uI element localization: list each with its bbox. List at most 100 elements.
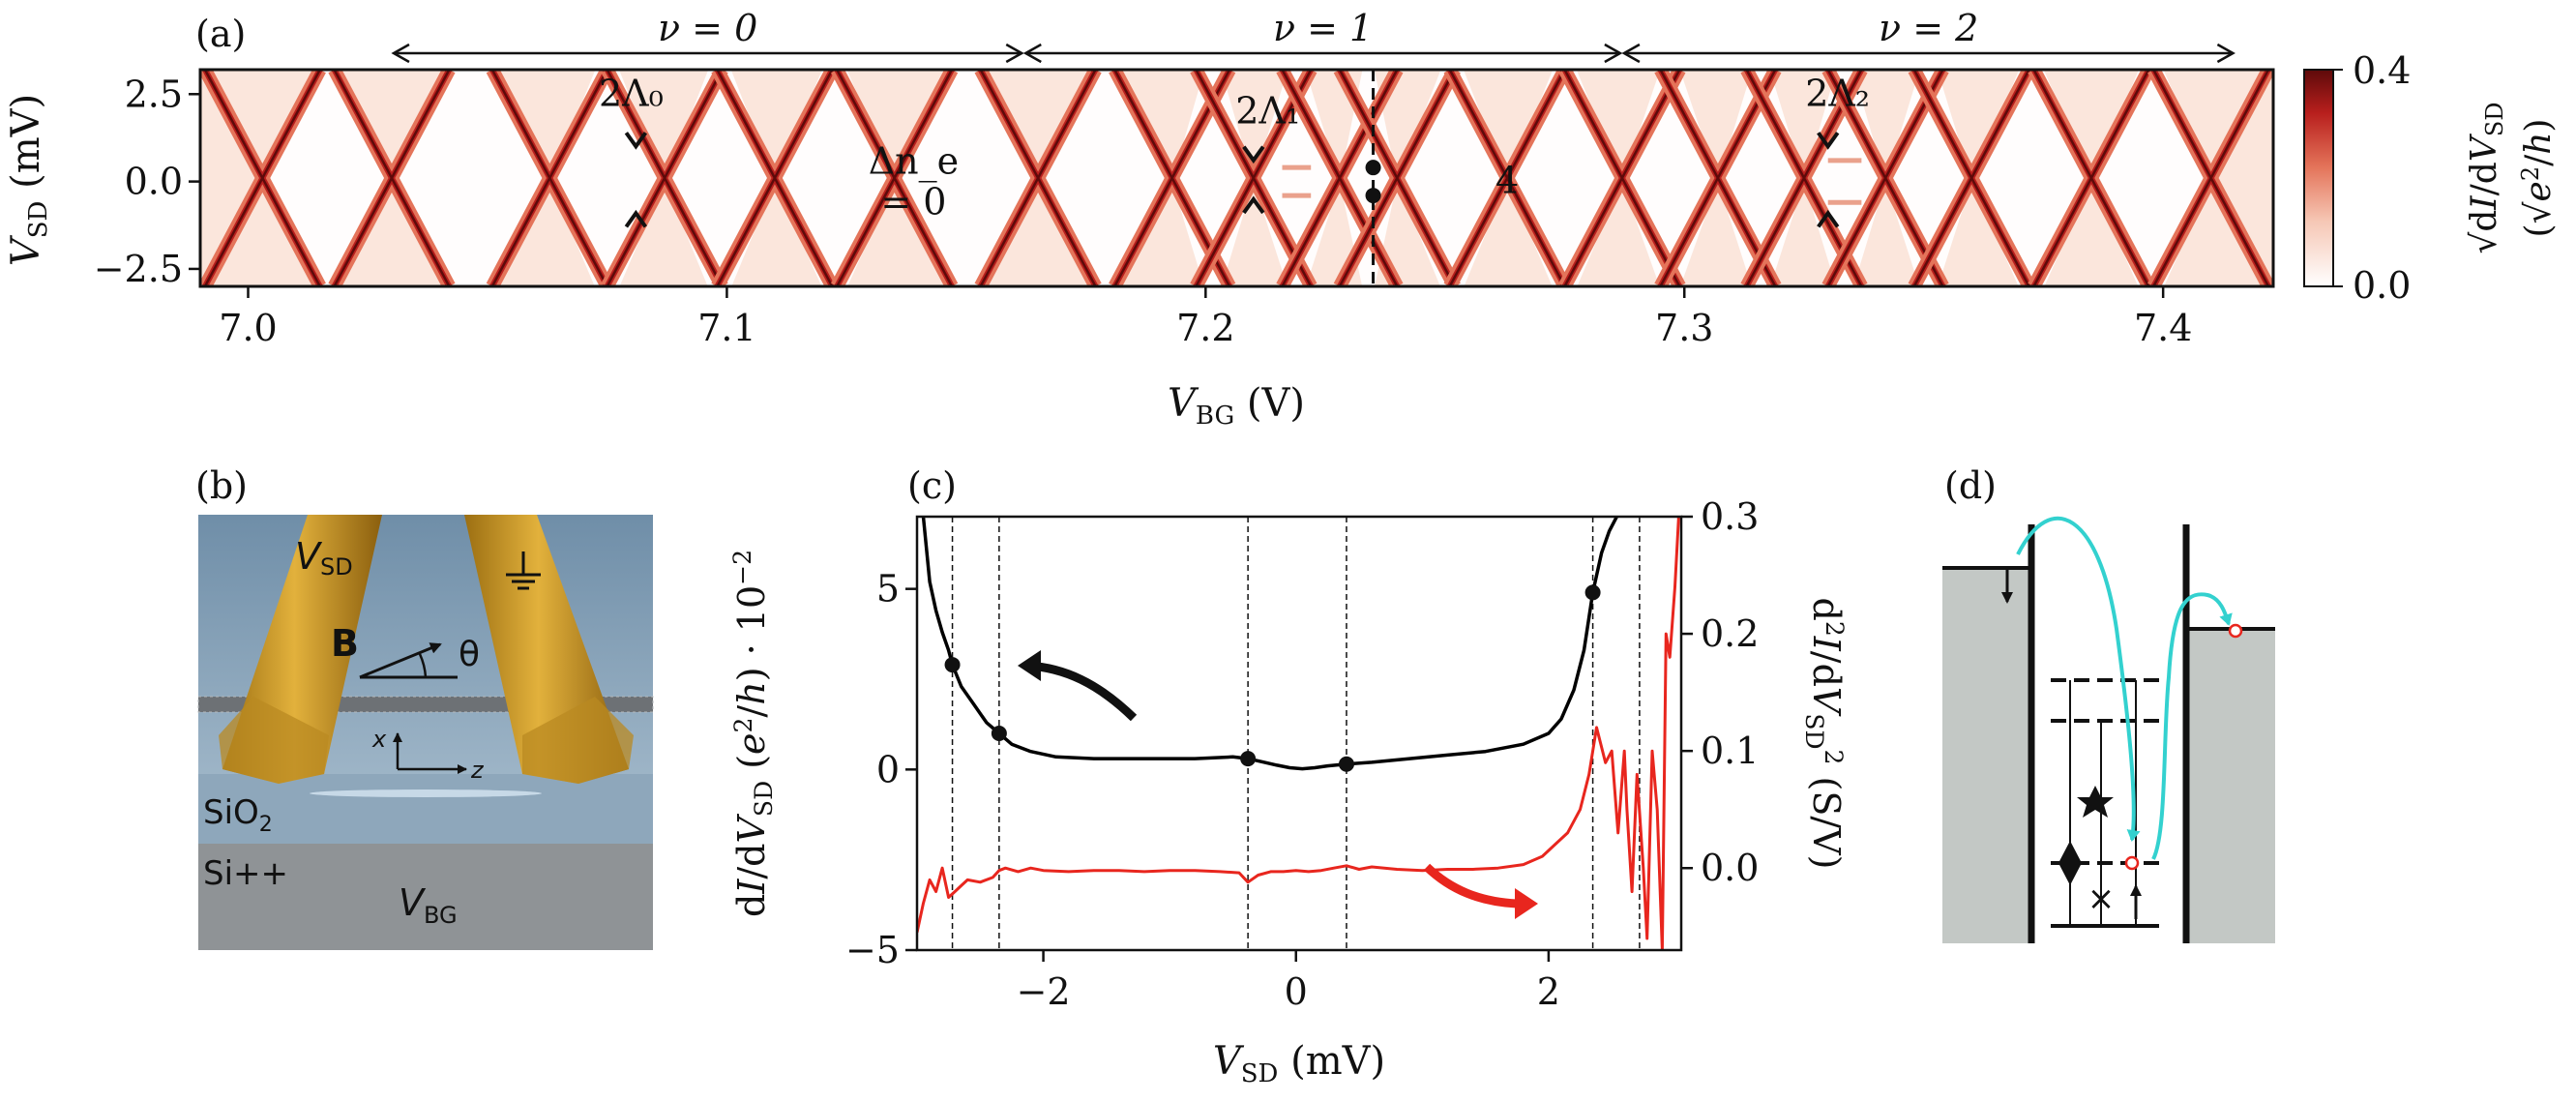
panel-b-schematic: (b) VSD B θ x z SiO2 — [195, 464, 654, 950]
theta-label: θ — [459, 635, 480, 674]
sio2-layer — [198, 774, 653, 844]
colorbar-min-label: 0.0 — [2353, 264, 2411, 307]
line-plot-ylabel-right: d2I/dVSD2 (S/V) — [1800, 598, 1849, 870]
line-plot-ytick: 0 — [876, 748, 900, 790]
line-plot — [917, 517, 1680, 950]
vbg-label: VBG — [399, 881, 458, 929]
heatmap-ytick: −2.5 — [94, 248, 183, 290]
chevron-down-icon — [1817, 132, 1840, 150]
line-plot-xtick: 0 — [1285, 970, 1308, 1013]
heatmap-annotation: 4 — [1495, 160, 1519, 202]
colorbar — [2303, 69, 2334, 287]
coulomb-diamond — [1171, 70, 1254, 286]
heatmap-ytick: 2.5 — [125, 73, 183, 115]
tunneling-in-arrow-icon — [2016, 516, 2141, 842]
b-field-arrow-icon — [359, 642, 442, 679]
coulomb-diamond — [391, 70, 550, 286]
panel-a: (a) 2Λ₀ 2Λ₁ 2Λ₂ Δn_e= 0 4 ν = 0 ν = 1 ν = 2 7.0… — [4, 7, 2559, 431]
region-label: ν = 0 — [658, 7, 757, 49]
coulomb-diamond — [1803, 70, 1886, 286]
panel-c-label: (c) — [907, 464, 957, 507]
resonance-dot — [944, 657, 961, 673]
line-plot-frame — [915, 515, 1683, 952]
series-d2I-dV2 — [917, 517, 1680, 950]
diamond-edge — [2028, 70, 2155, 286]
si-label: Si++ — [203, 854, 288, 893]
z-axis-label: z — [470, 757, 485, 784]
line-plot-axes: −2 0 2 −5 0 5 0.0 0.1 0.2 0.3 — [845, 495, 1759, 1013]
heatmap-axes: ν = 0 ν = 1 ν = 2 7.0 7.1 7.2 7.3 7.4 2.5 0.0 −2.5 — [94, 7, 2235, 349]
chevron-up-icon — [624, 209, 648, 228]
heatmap-annotation: = 0 — [880, 180, 946, 223]
heatmap-xtick: 7.4 — [2134, 307, 2192, 349]
resonance-dot — [991, 726, 1007, 741]
panel-a-label: (a) — [195, 13, 246, 55]
diamond-edge — [1908, 70, 2035, 286]
diamond-edge — [486, 70, 613, 286]
heatmap-overlay: 2Λ₀ 2Λ₁ 2Λ₂ Δn_e= 0 4 — [599, 70, 1870, 286]
resonance-dot — [1338, 756, 1354, 772]
colorbar-label-bottom: (√e2/h) — [2517, 119, 2559, 238]
diamond-edge — [2147, 70, 2273, 286]
right-lead-fermi-sea — [2188, 629, 2275, 943]
star-icon — [2077, 786, 2114, 818]
hole-marker-lead — [2228, 623, 2243, 639]
diamond-edge — [601, 70, 728, 286]
cut-dot — [1365, 188, 1381, 204]
vsd-label: VSD — [295, 535, 353, 581]
resonance-dot — [1584, 584, 1601, 601]
cut-dot — [1365, 160, 1381, 176]
si-substrate — [198, 844, 653, 950]
sio2-label: SiO2 — [203, 793, 273, 837]
diamond-edge — [974, 70, 1102, 286]
line-plot-xtick: −2 — [1017, 970, 1071, 1013]
left-lead-fermi-sea — [1942, 568, 2029, 943]
heatmap-xlabel: VBG (V) — [1168, 381, 1305, 431]
hole-marker-dot — [2124, 855, 2140, 871]
heatmap-xtick: 7.0 — [219, 307, 277, 349]
panel-d-schematic: (d) × — [1942, 464, 2275, 943]
diamond-edge — [1333, 70, 1461, 286]
colorbar-max-label: 0.4 — [2353, 49, 2411, 92]
panel-d-label: (d) — [1944, 464, 1997, 507]
line-plot-xlabel: VSD (mV) — [1213, 1039, 1385, 1088]
diamond-edge — [1190, 70, 1318, 286]
region-label: ν = 2 — [1879, 7, 1978, 49]
b-field-label: B — [331, 622, 359, 665]
heatmap-annotation: 2Λ₁ — [1235, 89, 1300, 132]
heatmap-annotation: 2Λ₂ — [1805, 72, 1870, 114]
resonance-dot — [1240, 751, 1257, 767]
chevron-up-icon — [1817, 209, 1840, 228]
line-plot-ytick: 5 — [876, 568, 900, 611]
nanotube-mesh — [197, 696, 654, 713]
line-plot-ytick-right: 0.1 — [1701, 730, 1759, 772]
right-axis-arrow-icon — [1423, 863, 1518, 908]
tunneling-out-arrow-icon — [2151, 592, 2233, 860]
heatmap-xtick: 7.1 — [697, 307, 755, 349]
diamond-edge — [1276, 70, 1404, 286]
diamond-edge — [328, 70, 456, 286]
diamond-edge — [1654, 70, 1782, 286]
line-plot-ytick: −5 — [845, 929, 900, 971]
diamond-edge — [831, 70, 959, 286]
series-dI-dV — [921, 517, 1619, 771]
diamond-edge — [1821, 70, 1949, 286]
heatmap-xtick: 7.2 — [1176, 307, 1234, 349]
line-plot-ytick-right: 0.3 — [1701, 495, 1759, 538]
chevron-down-icon — [624, 132, 648, 150]
diamond-edge — [1443, 70, 1571, 286]
heatmap-annotation: 2Λ₀ — [599, 72, 664, 114]
chevron-up-icon — [1242, 195, 1265, 215]
panel-b-label: (b) — [195, 464, 248, 507]
colorbar-label-top: √dI/dVSD — [2465, 102, 2508, 253]
chevron-down-icon — [1242, 145, 1265, 164]
diamond-edge — [711, 70, 839, 286]
diamond-edge — [1558, 70, 1686, 286]
ground-icon — [506, 551, 541, 590]
left-axis-arrow-icon — [1026, 661, 1138, 722]
panel-c: (c) −2 0 2 −5 0 5 0.0 0.1 0.2 0.3 VSD (mV) dI/dVS… — [728, 464, 1849, 1088]
heatmap-ytick: 0.0 — [125, 161, 183, 203]
x-axis-label: x — [371, 726, 387, 753]
diamond-edge — [200, 70, 326, 286]
